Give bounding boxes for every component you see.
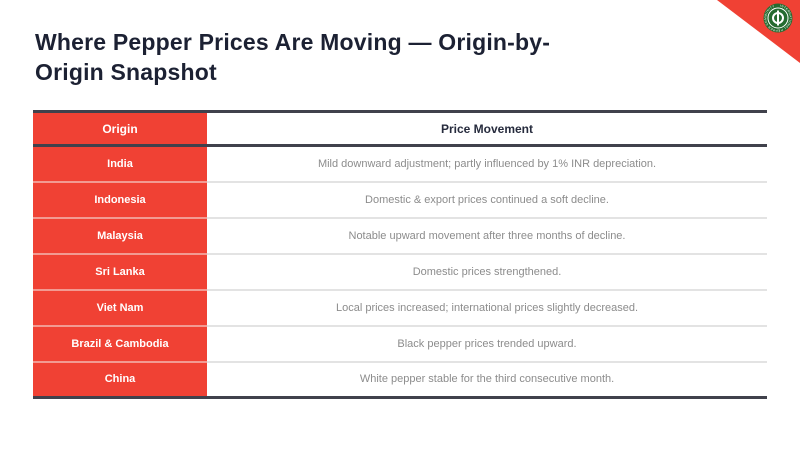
table-row: Malaysia Notable upward movement after t… — [33, 216, 767, 254]
movement-cell: Domestic prices strengthened. — [207, 252, 767, 290]
origin-cell: Malaysia — [33, 216, 207, 254]
table-header-row: Origin Price Movement — [33, 111, 767, 147]
page-title-line-2: Origin Snapshot — [35, 59, 217, 85]
page-title: Where Pepper Prices Are Moving — Origin-… — [35, 27, 550, 87]
movement-cell: Domestic & export prices continued a sof… — [207, 180, 767, 218]
origin-cell: Sri Lanka — [33, 252, 207, 290]
origin-cell: China — [33, 360, 207, 398]
origin-column-header: Origin — [33, 111, 207, 147]
movement-cell: White pepper stable for the third consec… — [207, 360, 767, 398]
table-header: Origin Price Movement — [33, 111, 767, 147]
movement-cell: Local prices increased; international pr… — [207, 288, 767, 326]
origin-cell: Viet Nam — [33, 288, 207, 326]
page-title-line-1: Where Pepper Prices Are Moving — Origin-… — [35, 29, 551, 55]
origin-cell: Brazil & Cambodia — [33, 324, 207, 362]
price-movement-column-header: Price Movement — [207, 111, 767, 147]
movement-cell: Mild downward adjustment; partly influen… — [207, 145, 767, 182]
origin-cell: Indonesia — [33, 180, 207, 218]
table-row: India Mild downward adjustment; partly i… — [33, 145, 767, 182]
table-row: Viet Nam Local prices increased; interna… — [33, 288, 767, 326]
movement-cell: Black pepper prices trended upward. — [207, 324, 767, 362]
table-row: Indonesia Domestic & export prices conti… — [33, 180, 767, 218]
price-movement-table: Origin Price Movement India Mild downwar… — [33, 110, 767, 399]
table-body: India Mild downward adjustment; partly i… — [33, 145, 767, 398]
table-row: Sri Lanka Domestic prices strengthened. — [33, 252, 767, 290]
movement-cell: Notable upward movement after three mont… — [207, 216, 767, 254]
pepper-community-logo-icon: INTERNATIONAL PEPPER COMMUNITY — [763, 3, 793, 33]
origin-cell: India — [33, 145, 207, 182]
table-row: China White pepper stable for the third … — [33, 360, 767, 398]
table-row: Brazil & Cambodia Black pepper prices tr… — [33, 324, 767, 362]
